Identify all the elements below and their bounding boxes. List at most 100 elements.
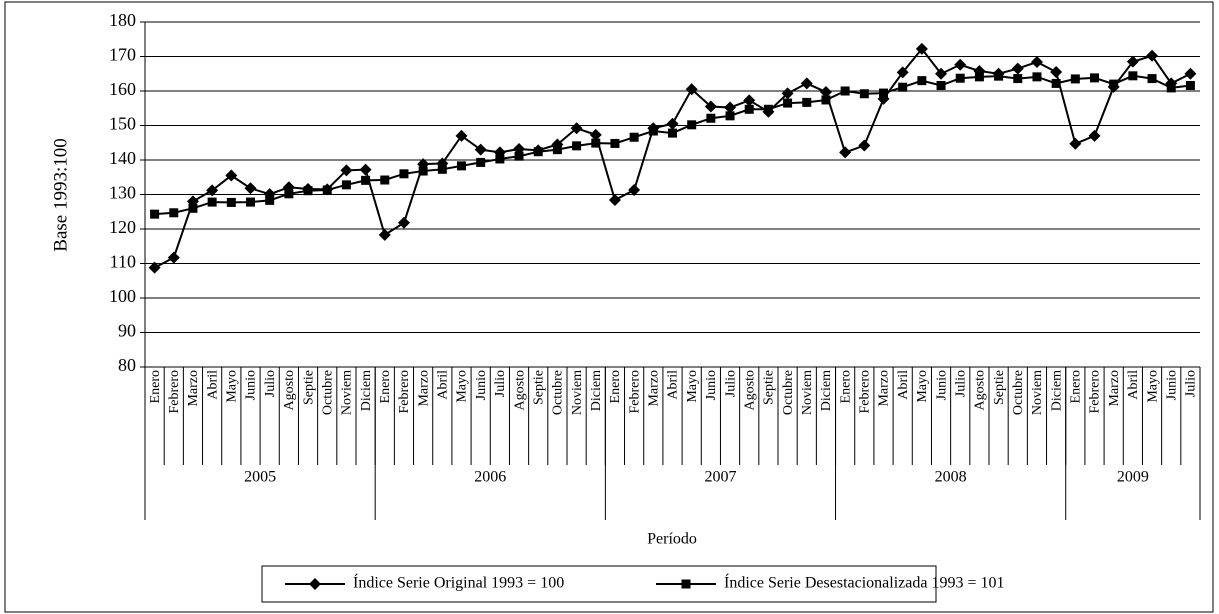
legend-label: Índice Serie Desestacionalizada 1993 = 1… xyxy=(724,573,1004,592)
marker-diamond xyxy=(1069,137,1082,150)
marker-square xyxy=(265,195,275,205)
marker-square xyxy=(495,154,505,164)
marker-square xyxy=(763,104,773,114)
marker-diamond xyxy=(1088,129,1101,142)
y-tick-label: 90 xyxy=(118,321,136,341)
x-tick-label: Septie xyxy=(992,370,1007,405)
x-tick-label: Enero xyxy=(148,370,163,403)
x-tick-label: Marzo xyxy=(877,370,892,407)
y-tick-label: 130 xyxy=(109,183,136,203)
marker-square xyxy=(303,186,313,196)
x-tick-label: Febrero xyxy=(627,370,642,414)
y-tick-label: 120 xyxy=(109,217,136,237)
x-tick-label: Agosto xyxy=(742,370,757,410)
marker-diamond xyxy=(954,58,967,71)
marker-diamond xyxy=(359,163,372,176)
group-label: 2009 xyxy=(1117,469,1149,486)
marker-square xyxy=(341,180,351,190)
y-tick-label: 170 xyxy=(109,45,136,65)
marker-diamond xyxy=(455,129,468,142)
marker-square xyxy=(879,88,888,98)
marker-square xyxy=(936,80,946,90)
x-tick-label: Noviem xyxy=(800,370,815,415)
marker-diamond xyxy=(225,169,238,182)
marker-square xyxy=(476,157,486,167)
x-tick-label: Enero xyxy=(838,370,853,403)
x-tick-label: Septie xyxy=(762,370,777,405)
x-axis-label: Período xyxy=(647,531,697,548)
x-tick-label: Agosto xyxy=(282,370,297,410)
marker-square xyxy=(533,147,543,157)
marker-diamond xyxy=(819,86,832,99)
legend-box xyxy=(261,565,937,603)
x-tick-label: Enero xyxy=(378,370,393,403)
marker-square xyxy=(150,209,160,219)
x-tick-label: Abril xyxy=(205,370,220,400)
marker-diamond xyxy=(570,122,583,135)
marker-diamond xyxy=(1126,55,1139,68)
x-tick-label: Marzo xyxy=(416,370,431,407)
y-tick-label: 140 xyxy=(109,148,136,168)
marker-diamond xyxy=(915,42,928,55)
marker-diamond xyxy=(1146,49,1159,62)
x-tick-label: Mayo xyxy=(225,370,240,403)
group-label: 2008 xyxy=(935,469,967,486)
x-tick-label: Octubre xyxy=(1011,370,1026,415)
x-tick-label: Junio xyxy=(934,370,949,400)
x-tick-label: Abril xyxy=(436,370,451,400)
marker-square xyxy=(1032,72,1042,82)
x-tick-label: Septie xyxy=(301,370,316,405)
y-tick-label: 180 xyxy=(109,10,136,30)
marker-square xyxy=(802,97,812,107)
marker-square xyxy=(955,73,965,83)
marker-square xyxy=(681,579,691,589)
x-tick-label: Julio xyxy=(953,370,968,397)
marker-square xyxy=(1185,80,1195,90)
marker-square xyxy=(457,161,466,171)
marker-diamond xyxy=(608,194,621,207)
marker-diamond xyxy=(1011,62,1024,75)
marker-diamond xyxy=(474,143,487,156)
marker-diamond xyxy=(704,100,717,113)
x-tick-label: Marzo xyxy=(186,370,201,407)
marker-diamond xyxy=(666,117,679,130)
marker-diamond xyxy=(781,87,794,100)
x-tick-label: Junio xyxy=(244,370,259,400)
marker-square xyxy=(687,120,697,130)
x-tick-label: Octubre xyxy=(781,370,796,415)
marker-square xyxy=(974,72,984,82)
x-tick-label: Mayo xyxy=(685,370,700,403)
y-axis-label: Base 1993:100 xyxy=(50,138,71,251)
x-tick-label: Julio xyxy=(263,370,278,397)
x-tick-label: Mayo xyxy=(1145,370,1160,403)
y-tick-label: 160 xyxy=(109,79,136,99)
marker-square xyxy=(322,185,332,195)
x-tick-label: Noviem xyxy=(570,370,585,415)
marker-diamond xyxy=(724,101,737,114)
marker-square xyxy=(572,141,582,151)
marker-square xyxy=(610,138,620,148)
marker-square xyxy=(437,164,447,174)
series-line xyxy=(154,47,1191,269)
marker-diamond xyxy=(858,139,871,152)
x-tick-label: Agosto xyxy=(512,370,527,410)
y-tick-label: 80 xyxy=(118,355,136,375)
x-tick-label: Septie xyxy=(531,370,546,405)
x-tick-label: Marzo xyxy=(1107,370,1122,407)
marker-diamond xyxy=(800,77,813,90)
x-tick-label: Octubre xyxy=(551,370,566,415)
marker-square xyxy=(361,175,371,185)
marker-square xyxy=(169,208,179,218)
marker-square xyxy=(840,86,850,96)
marker-diamond xyxy=(685,83,698,96)
marker-diamond xyxy=(1050,66,1063,79)
marker-square xyxy=(1166,83,1176,93)
chart-frame xyxy=(4,1,1214,613)
x-tick-label: Diciem xyxy=(1049,370,1064,411)
marker-diamond xyxy=(148,261,161,274)
marker-diamond xyxy=(378,228,391,241)
marker-square xyxy=(1090,73,1099,83)
x-tick-label: Diciem xyxy=(819,370,834,411)
